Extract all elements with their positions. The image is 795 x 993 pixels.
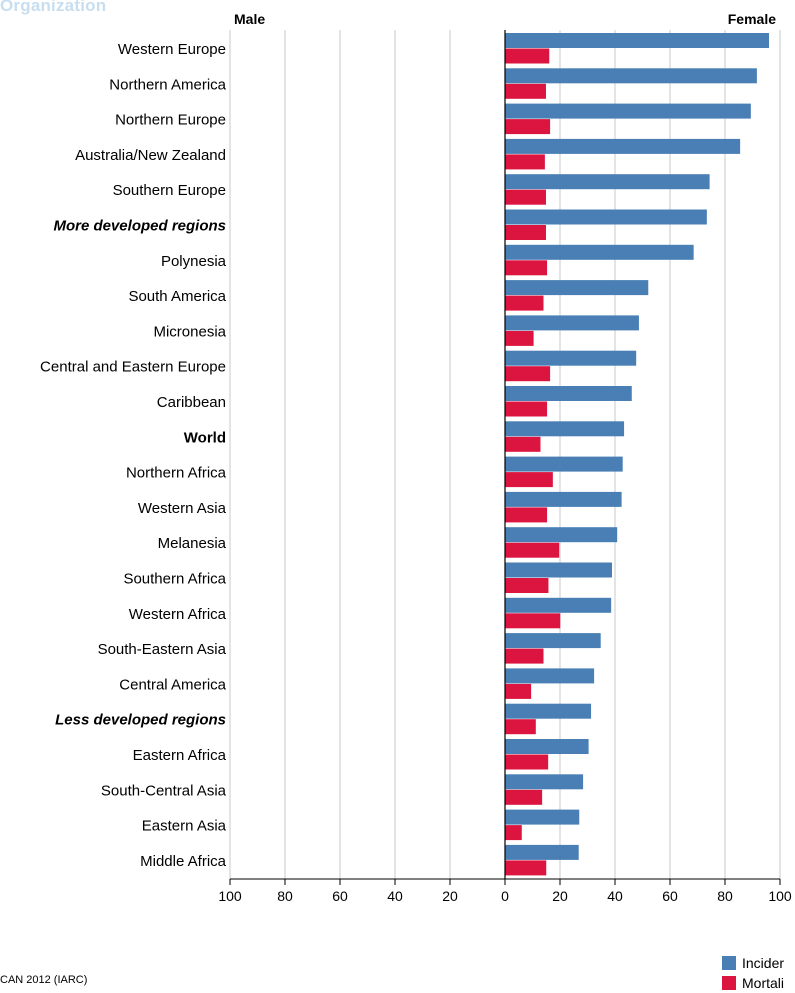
bar-incidence [505, 844, 579, 860]
bar-mortality [505, 83, 546, 99]
category-label: Caribbean [157, 394, 226, 411]
category-label: South America [128, 288, 226, 305]
bar-mortality [505, 48, 550, 64]
legend-item-mortality: Mortali [722, 973, 784, 993]
legend-swatch-incidence [722, 956, 736, 970]
x-tick-label: 80 [717, 888, 733, 904]
bar-mortality [505, 754, 549, 770]
bar-mortality [505, 613, 561, 629]
category-label: Western Africa [129, 606, 227, 623]
female-side-label: Female [727, 11, 776, 27]
bar-incidence [505, 774, 584, 790]
bar-incidence [505, 809, 580, 825]
bar-incidence [505, 703, 592, 719]
bar-mortality [505, 472, 553, 488]
bar-incidence [505, 280, 649, 296]
legend-label-mortality: Mortali [742, 975, 785, 991]
category-label: Southern Europe [113, 182, 226, 199]
x-tick-label: 100 [218, 888, 242, 904]
source-note: CAN 2012 (IARC) [0, 974, 88, 986]
bar-incidence [505, 421, 625, 437]
category-label: South-Central Asia [101, 782, 227, 799]
legend-label-incidence: Incider [742, 955, 785, 971]
bar-mortality [505, 225, 546, 240]
x-tick-label: 60 [662, 888, 678, 904]
x-tick-label: 80 [277, 888, 293, 904]
bar-incidence [505, 562, 612, 578]
category-label: Southern Africa [123, 571, 226, 588]
bar-incidence [505, 209, 707, 225]
x-tick-label: 0 [501, 888, 509, 904]
x-tick-label: 100 [768, 888, 792, 904]
bar-incidence [505, 386, 632, 401]
category-label: Middle Africa [140, 853, 227, 870]
bar-mortality [505, 330, 534, 346]
bar-mortality [505, 154, 545, 170]
legend-item-incidence: Incider [722, 953, 784, 973]
bar-incidence [505, 456, 623, 472]
x-tick-label: 20 [442, 888, 458, 904]
bar-chart: Western Europe Northern America Northern E… [40, 30, 792, 904]
bar-incidence [505, 597, 612, 613]
category-label-layer: Western Europe Northern America Northern E… [40, 41, 227, 870]
category-label: Central America [119, 676, 226, 693]
bar-mortality [505, 401, 548, 417]
grid-layer [229, 30, 781, 879]
bar-mortality [505, 683, 532, 699]
bar-mortality [505, 542, 560, 558]
category-label: Melanesia [158, 535, 227, 552]
category-label: Micronesia [153, 323, 226, 340]
bar-incidence [505, 739, 589, 754]
x-tick-label: 60 [332, 888, 348, 904]
category-label: Western Asia [138, 500, 227, 517]
category-label: Northern America [109, 76, 226, 93]
axis-layer: 100 80 60 40 20 0 20 40 60 80 100 [218, 30, 792, 904]
bar-mortality [505, 860, 547, 876]
bar-incidence [505, 174, 710, 190]
bar-mortality [505, 260, 548, 276]
bar-mortality [505, 648, 544, 664]
bar-mortality [505, 295, 544, 311]
category-label: More developed regions [53, 218, 226, 235]
category-label: South-Eastern Asia [98, 641, 227, 658]
bar-mortality [505, 507, 548, 523]
category-label: Less developed regions [55, 712, 226, 729]
bar-mortality [505, 578, 549, 593]
bar-mortality [505, 119, 551, 135]
bar-incidence [505, 244, 694, 260]
category-label: Australia/New Zealand [75, 147, 226, 164]
bar-incidence [505, 491, 622, 507]
bar-incidence [505, 633, 601, 649]
bar-incidence [505, 33, 769, 48]
x-tick-label: 20 [552, 888, 568, 904]
bar-mortality [505, 366, 551, 382]
category-label: Polynesia [161, 253, 227, 270]
category-label: Northern Africa [126, 465, 227, 482]
bar-mortality [505, 436, 541, 452]
category-label: Western Europe [118, 41, 226, 58]
bar-incidence [505, 138, 741, 154]
x-tick-label: 40 [387, 888, 403, 904]
legend-swatch-mortality [722, 976, 736, 990]
category-label: Northern Europe [115, 112, 226, 129]
bar-mortality [505, 189, 546, 205]
bar-incidence [505, 68, 757, 84]
bar-incidence [505, 350, 637, 366]
bar-mortality [505, 719, 536, 735]
bar-layer [505, 33, 769, 876]
category-label: Eastern Africa [133, 747, 227, 764]
bar-incidence [505, 527, 618, 543]
bar-incidence [505, 103, 751, 119]
male-side-label: Male [234, 11, 266, 27]
legend: Incider Mortali [722, 953, 784, 993]
bar-mortality [505, 825, 522, 841]
category-label: World [184, 429, 226, 446]
category-label: Eastern Asia [142, 818, 227, 835]
bar-incidence [505, 668, 595, 684]
bar-mortality [505, 789, 543, 805]
bar-incidence [505, 315, 639, 331]
x-tick-label: 40 [607, 888, 623, 904]
category-label: Central and Eastern Europe [40, 359, 226, 376]
organization-logo: Organization [0, 0, 107, 15]
